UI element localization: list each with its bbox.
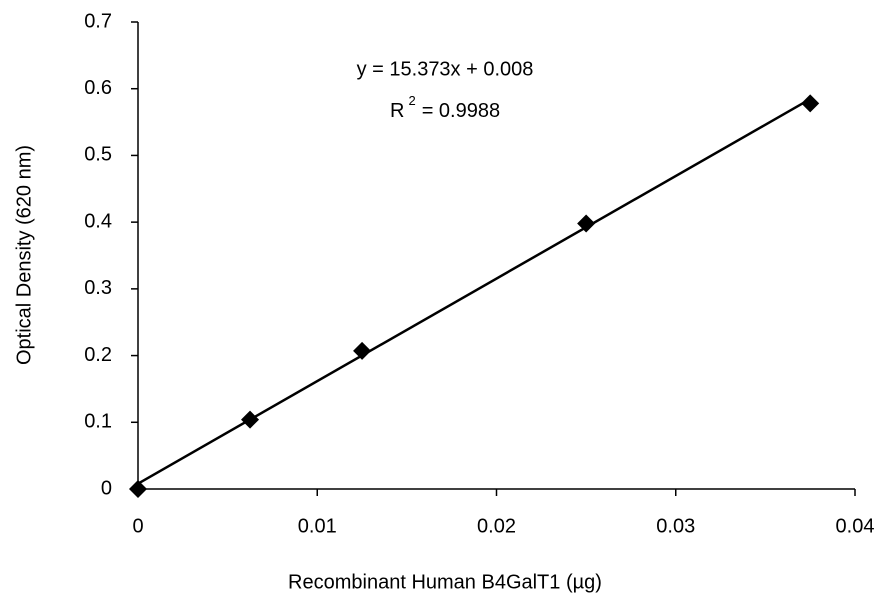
x-tick-label: 0 bbox=[132, 515, 143, 537]
data-point bbox=[353, 341, 372, 360]
y-tick-label: 0.7 bbox=[84, 10, 112, 32]
x-tick-label: 0.02 bbox=[477, 515, 516, 537]
y-tick-label: 0.3 bbox=[84, 277, 112, 299]
r-rest: = 0.9988 bbox=[422, 100, 500, 122]
x-axis-title: Recombinant Human B4GalT1 (µg) bbox=[288, 571, 602, 593]
data-point bbox=[801, 94, 820, 113]
r-sup: 2 bbox=[408, 93, 415, 108]
y-axis-title: Optical Density (620 nm) bbox=[13, 145, 35, 365]
data-point bbox=[241, 410, 260, 429]
r-base: R bbox=[390, 100, 404, 122]
y-tick-label: 0 bbox=[101, 477, 112, 499]
y-tick-label: 0.6 bbox=[84, 77, 112, 99]
y-tick-label: 0.2 bbox=[84, 344, 112, 366]
y-tick-label: 0.1 bbox=[84, 411, 112, 433]
x-tick-label: 0.03 bbox=[656, 515, 695, 537]
x-tick-label: 0.01 bbox=[298, 515, 337, 537]
data-point bbox=[129, 480, 147, 498]
x-tick-label: 0.04 bbox=[836, 515, 875, 537]
data-point bbox=[577, 214, 596, 233]
r-squared: R 2 = 0.9988 bbox=[390, 93, 500, 122]
trendline bbox=[137, 97, 811, 485]
y-tick-label: 0.4 bbox=[84, 210, 112, 232]
y-tick-label: 0.5 bbox=[84, 144, 112, 166]
equation: y = 15.373x + 0.008 bbox=[357, 58, 534, 80]
